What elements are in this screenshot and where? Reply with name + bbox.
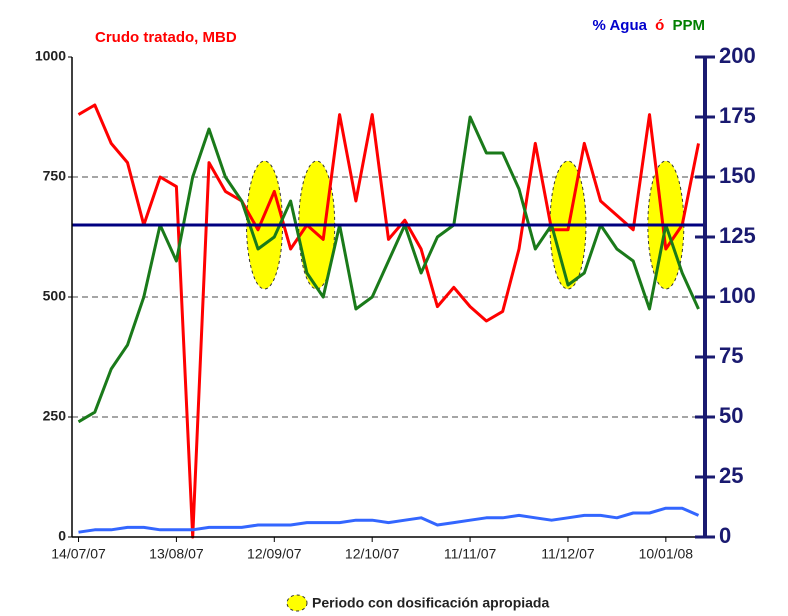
- y2-label-part: % Agua: [593, 17, 648, 34]
- x-tick-label: 10/01/08: [639, 546, 694, 562]
- series-line: [77, 115, 700, 424]
- legend-symbol: [286, 594, 308, 612]
- chart-title: Crudo tratado, MBD: [95, 29, 237, 46]
- y2-tick-label: 125: [719, 223, 756, 248]
- x-tick-label: 12/10/07: [345, 546, 400, 562]
- y2-tick-label: 100: [719, 283, 756, 308]
- y-tick-label: 250: [43, 408, 67, 424]
- y2-tick-label: 25: [719, 463, 743, 488]
- y2-axis-label: % Agua ó PPM: [593, 17, 705, 34]
- y2-tick-label: 0: [719, 523, 731, 548]
- y-tick-label: 1000: [35, 48, 66, 64]
- y-tick-label: 500: [43, 288, 67, 304]
- y2-tick-label: 150: [719, 163, 756, 188]
- y2-label-part: PPM: [672, 17, 705, 34]
- y-tick-label: 750: [43, 168, 67, 184]
- x-tick-label: 12/09/07: [247, 546, 302, 562]
- y2-tick-label: 175: [719, 103, 756, 128]
- series-line: [77, 103, 700, 539]
- y2-tick-label: 200: [719, 43, 756, 68]
- y2-tick-label: 50: [719, 403, 743, 428]
- y2-label-part: ó: [655, 17, 664, 34]
- x-tick-label: 11/11/07: [444, 546, 497, 562]
- y-tick-label: 0: [58, 528, 66, 544]
- x-tick-label: 11/12/07: [541, 546, 595, 562]
- x-tick-label: 14/07/07: [51, 546, 106, 562]
- series-line: [78, 506, 700, 534]
- x-tick-label: 13/08/07: [149, 546, 204, 562]
- legend-label: Periodo con dosificación apropiada: [312, 595, 549, 611]
- y2-tick-label: 75: [719, 343, 743, 368]
